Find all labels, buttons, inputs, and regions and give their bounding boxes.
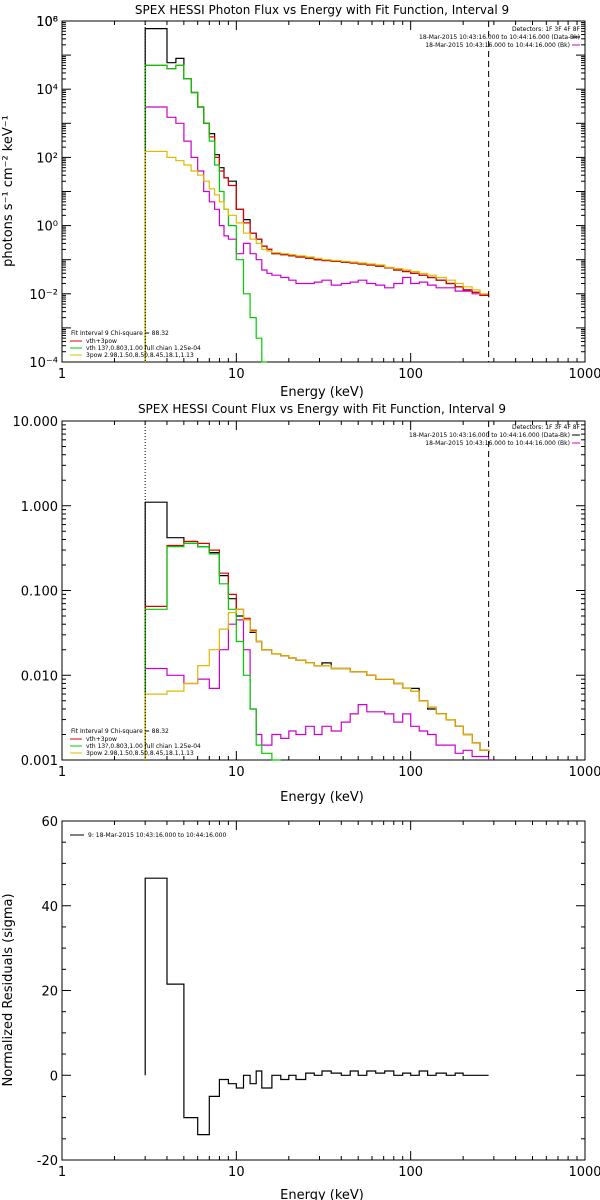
y-tick-label: 40: [41, 900, 58, 915]
count-info-detectors: Detectors: 1F 3F 4F 8F: [512, 424, 581, 431]
x-tick-label: 100: [398, 367, 423, 382]
series-bk: [144, 619, 490, 760]
x-tick-label: 1: [58, 1165, 66, 1180]
x-tick-label: 1: [58, 367, 66, 382]
count-vlines: [144, 421, 490, 760]
y-tick-label: 0.010: [21, 669, 58, 684]
y-tick-label: 10²: [36, 151, 58, 166]
photon-fit-label-3pow: 3pow 2.98,1.50,8.50,8.45,18.1,1.13: [86, 352, 194, 359]
residuals-series: [144, 877, 489, 1136]
count-ticks: 1 10 100 1000 0.001 0.010 0.100 1.000 10.000: [13, 415, 600, 780]
x-tick-label: 1000: [568, 1165, 600, 1180]
photon-series: [144, 28, 490, 363]
count-fit-label-vth-3pow: vth+3pow: [86, 736, 117, 743]
series-vth-3pow: [144, 64, 490, 362]
photon-info-databk: 18-Mar-2015 10:43:16.000 to 10:44:16.000…: [419, 34, 580, 41]
y-tick-label: 10⁻⁴: [29, 356, 58, 371]
series-3pow: [144, 150, 490, 362]
count-chart-title: SPEX HESSI Count Flux vs Energy with Fit…: [138, 402, 506, 416]
photon-chart-title: SPEX HESSI Photon Flux vs Energy with Fi…: [135, 3, 509, 17]
y-tick-label: 10⁰: [36, 220, 58, 235]
x-tick-label: 10: [228, 367, 245, 382]
residuals-plot-frame: [61, 820, 586, 1161]
x-tick-label: 10: [228, 765, 245, 780]
photon-x-axis-label: Energy (keV): [280, 385, 364, 400]
series-vth: [144, 64, 267, 363]
x-tick-label: 10: [228, 1165, 245, 1180]
photon-flux-panel: SPEX HESSI Photon Flux vs Energy with Fi…: [1, 3, 600, 400]
x-tick-label: 1: [58, 765, 66, 780]
count-flux-panel: SPEX HESSI Count Flux vs Energy with Fit…: [13, 402, 600, 805]
photon-fit-label-vth: vth 13?,0.803,1.00 full chian 1.25e-04: [86, 345, 201, 352]
y-tick-label: 1.000: [21, 500, 58, 515]
photon-vlines: [144, 21, 490, 362]
y-tick-label: 10⁴: [36, 83, 58, 98]
residuals-panel: 1 10 100 1000 -20 0 20 40 60 Energy (keV) Normal…: [1, 815, 600, 1200]
photon-info-detectors: Detectors: 1F 3F 4F 8F: [512, 26, 581, 33]
y-tick-label: 0: [50, 1069, 58, 1084]
y-tick-label: 60: [41, 815, 58, 830]
count-series: [144, 501, 490, 761]
y-tick-label: 10.000: [13, 415, 59, 430]
residuals-y-axis-label: Normalized Residuals (sigma): [1, 893, 16, 1086]
series-vth-3pow: [144, 540, 490, 760]
count-info-databk: 18-Mar-2015 10:43:16.000 to 10:44:16.000…: [409, 432, 570, 439]
series-vth: [144, 542, 281, 761]
y-tick-label: 0.100: [21, 585, 58, 600]
x-tick-label: 100: [398, 765, 423, 780]
x-tick-label: 1000: [568, 367, 600, 382]
y-tick-label: 0.001: [21, 754, 58, 769]
photon-plot-frame: [61, 20, 586, 363]
count-fit-header: Fit Interval 9 Chi-square = 88.32: [71, 728, 169, 735]
photon-info-bk: 18-Mar-2015 10:43:16.000 to 10:44:16.000…: [425, 42, 570, 49]
count-info-legend: Detectors: 1F 3F 4F 8F 18-Mar-2015 10:43…: [409, 424, 581, 447]
count-fit-legend: Fit Interval 9 Chi-square = 88.32 vth+3p…: [70, 728, 201, 757]
residuals-x-axis-label: Energy (keV): [280, 1188, 364, 1200]
series-bk: [144, 106, 490, 362]
count-info-bk: 18-Mar-2015 10:43:16.000 to 10:44:16.000…: [425, 440, 570, 447]
residuals-ticks: 1 10 100 1000 -20 0 20 40 60: [37, 815, 600, 1180]
count-fit-label-vth: vth 13?,0.803,1.00 full chian 1.25e-04: [86, 743, 201, 750]
x-tick-label: 100: [398, 1165, 423, 1180]
photon-info-legend: Detectors: 1F 3F 4F 8F 18-Mar-2015 10:43…: [419, 26, 581, 49]
photon-fit-label-vth-3pow: vth+3pow: [86, 338, 117, 345]
series-3pow: [144, 608, 490, 760]
residuals-legend-label: 9: 18-Mar-2015 10:43:16.000 to 10:44:16.…: [88, 832, 226, 839]
series-data-bk: [144, 28, 490, 362]
series-9-18-mar-2015-10-43-16-000-to-10-44-16-000: [144, 877, 489, 1136]
y-tick-label: 10⁻²: [29, 288, 58, 303]
x-tick-label: 1000: [568, 765, 600, 780]
count-fit-label-3pow: 3pow 2.98,1.50,8.50,8.45,18.1,1.13: [86, 750, 194, 757]
y-tick-label: 10⁸: [36, 15, 58, 30]
y-tick-label: 20: [41, 985, 58, 1000]
y-tick-label: -20: [37, 1154, 58, 1169]
count-plot-frame: [61, 420, 586, 761]
photon-y-axis-label: photons s⁻¹ cm⁻² keV⁻¹: [1, 115, 16, 267]
count-x-axis-label: Energy (keV): [280, 790, 364, 805]
photon-fit-legend: Fit Interval 9 Chi-square = 88.32 vth+3p…: [70, 330, 201, 359]
photon-fit-header: Fit Interval 9 Chi-square = 88.32: [71, 330, 169, 337]
y-tick-label: 10⁶: [36, 15, 58, 30]
